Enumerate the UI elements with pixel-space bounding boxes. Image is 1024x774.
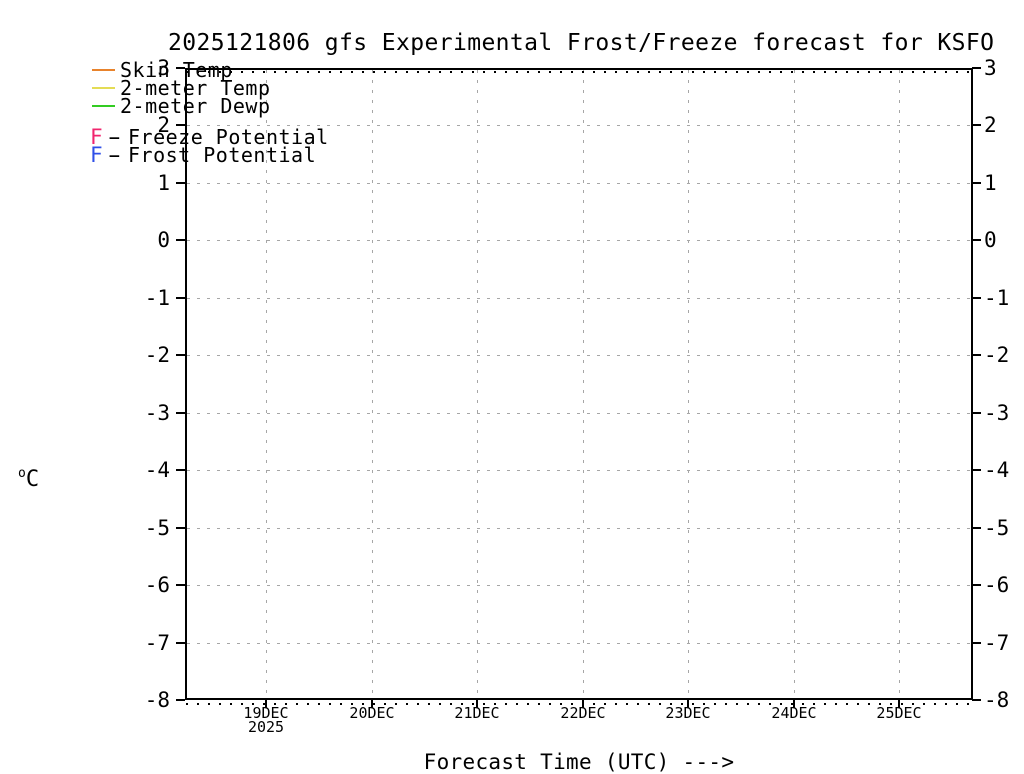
gridline-y--3 [187,413,971,414]
degree-sup: o [18,466,26,481]
legend-label-2m-dewp: 2-meter Dewp [120,94,271,118]
x-tick-label-24DEC: 24DEC [771,704,817,722]
y-tick-right--6 [972,584,981,586]
y-tick-left-3 [176,67,185,69]
y-tick-label-left-0: 0 [157,228,170,252]
y-tick-left--3 [176,412,185,414]
y-tick-label-right--7: -7 [984,631,1010,655]
y-tick-label-right--1: -1 [984,286,1010,310]
y-tick-right--5 [972,527,981,529]
y-tick-right-1 [972,182,981,184]
y-tick-left-1 [176,182,185,184]
minor-ticks-top [186,71,972,73]
y-tick-label-left--4: -4 [144,458,170,482]
y-tick-label-left-1: 1 [157,171,170,195]
gridline-x-23DEC [688,70,689,698]
y-tick-left--6 [176,584,185,586]
legend-row-2m-temp: 2-meter Temp [0,76,400,100]
gridline-x-25DEC [899,70,900,698]
x-tick-label-20DEC: 20DEC [349,704,395,722]
gridline-x-24DEC [794,70,795,698]
y-tick-right-3 [972,67,981,69]
legend-row-freeze-potential: F - Freeze Potential [0,125,400,149]
legend-row-skin-temp: Skin Temp [0,58,400,82]
minor-ticks-bottom [186,703,972,705]
skin-temp-line-swatch [92,69,115,71]
gridline-y-0 [187,240,971,241]
y-tick-right--7 [972,642,981,644]
y-axis-unit-label: oC [18,466,39,492]
legend-label-skin-temp: Skin Temp [120,58,233,82]
x-axis-title: Forecast Time (UTC) ---> [423,750,735,774]
x-tick-label-19DEC: 19DEC [243,704,289,722]
legend-row-frost-potential: F - Frost Potential [0,143,400,167]
celsius-letter: C [25,467,40,492]
y-tick-right--1 [972,297,981,299]
x-tick-label-22DEC: 22DEC [560,704,606,722]
y-tick-left--2 [176,354,185,356]
y-tick-label-left--8: -8 [144,688,170,712]
x-tick-label-21DEC: 21DEC [454,704,500,722]
y-tick-label-left--2: -2 [144,343,170,367]
gridline-y--1 [187,298,971,299]
frost-potential-marker-glyph: F [90,143,103,167]
y-tick-left--1 [176,297,185,299]
y-tick-label-left-3: 3 [157,56,170,80]
2m-dewp-line-swatch [92,105,115,107]
frost-potential-separator: - [103,143,126,167]
gridline-x-22DEC [583,70,584,698]
chart-title: 2025121806 gfs Experimental Frost/Freeze… [168,30,995,56]
y-tick-label-right--5: -5 [984,516,1010,540]
y-tick-label-right-0: 0 [984,228,997,252]
y-tick-left-0 [176,239,185,241]
gridline-y--6 [187,585,971,586]
y-tick-right-2 [972,124,981,126]
y-tick-right--4 [972,469,981,471]
legend-label-2m-temp: 2-meter Temp [120,76,271,100]
gridline-y--5 [187,528,971,529]
legend-label-frost-potential: Frost Potential [128,143,317,167]
y-tick-label-left-2: 2 [157,113,170,137]
y-tick-label-right-3: 3 [984,56,997,80]
x-tick-label-25DEC: 25DEC [876,704,922,722]
y-tick-left--8 [176,699,185,701]
y-tick-right--8 [972,699,981,701]
plot-area-frame [185,68,973,700]
y-tick-label-right--2: -2 [984,343,1010,367]
x-tick-label-23DEC: 23DEC [665,704,711,722]
freeze-potential-separator: - [103,125,126,149]
y-tick-label-right-2: 2 [984,113,997,137]
y-tick-label-right--6: -6 [984,573,1010,597]
y-tick-right--2 [972,354,981,356]
gridline-y--2 [187,355,971,356]
gridline-y--4 [187,470,971,471]
y-tick-label-left--7: -7 [144,631,170,655]
x-tick-year-19DEC: 2025 [247,718,285,736]
y-tick-label-left--6: -6 [144,573,170,597]
y-tick-label-left--5: -5 [144,516,170,540]
legend-label-freeze-potential: Freeze Potential [128,125,329,149]
y-tick-right--3 [972,412,981,414]
gridline-x-19DEC [266,70,267,698]
y-tick-label-right-1: 1 [984,171,997,195]
y-tick-right-0 [972,239,981,241]
y-tick-label-right--3: -3 [984,401,1010,425]
y-tick-label-left--3: -3 [144,401,170,425]
gridline-x-21DEC [477,70,478,698]
y-tick-label-right--4: -4 [984,458,1010,482]
y-tick-left--4 [176,469,185,471]
gridline-y-1 [187,183,971,184]
gridline-x-20DEC [372,70,373,698]
y-tick-label-right--8: -8 [984,688,1010,712]
y-tick-left--5 [176,527,185,529]
y-tick-label-left--1: -1 [144,286,170,310]
y-tick-left-2 [176,124,185,126]
gridline-y-2 [187,125,971,126]
gridline-y--7 [187,643,971,644]
2m-temp-line-swatch [92,87,115,89]
y-tick-left--7 [176,642,185,644]
freeze-potential-marker-glyph: F [90,125,103,149]
legend-row-2m-dewp: 2-meter Dewp [0,94,400,118]
